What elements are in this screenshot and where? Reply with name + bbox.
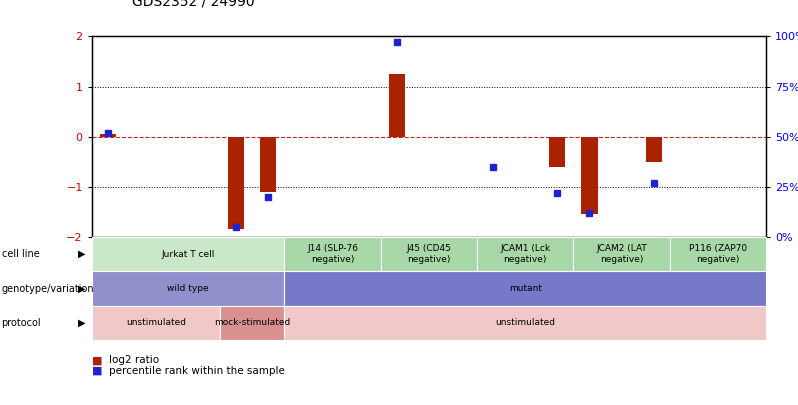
Text: wild type: wild type bbox=[168, 284, 209, 293]
Text: protocol: protocol bbox=[2, 318, 41, 328]
Text: ▶: ▶ bbox=[78, 318, 86, 328]
Text: mutant: mutant bbox=[509, 284, 542, 293]
Bar bbox=[389, 74, 405, 137]
Bar bbox=[646, 137, 662, 162]
Text: log2 ratio: log2 ratio bbox=[109, 356, 160, 365]
Text: JCAM1 (Lck
negative): JCAM1 (Lck negative) bbox=[500, 245, 551, 264]
Text: J14 (SLP-76
negative): J14 (SLP-76 negative) bbox=[307, 245, 358, 264]
Text: ▶: ▶ bbox=[78, 249, 86, 259]
Text: ▶: ▶ bbox=[78, 284, 86, 294]
Text: genotype/variation: genotype/variation bbox=[2, 284, 94, 294]
Text: unstimulated: unstimulated bbox=[126, 318, 186, 328]
Bar bbox=[260, 137, 276, 192]
Text: GDS2352 / 24990: GDS2352 / 24990 bbox=[132, 0, 255, 8]
Text: cell line: cell line bbox=[2, 249, 39, 259]
Bar bbox=[582, 137, 598, 214]
Text: Jurkat T cell: Jurkat T cell bbox=[161, 249, 215, 259]
Bar bbox=[549, 137, 566, 167]
Text: P116 (ZAP70
negative): P116 (ZAP70 negative) bbox=[689, 245, 747, 264]
Text: ■: ■ bbox=[92, 356, 102, 365]
Bar bbox=[100, 134, 116, 137]
Text: percentile rank within the sample: percentile rank within the sample bbox=[109, 366, 285, 375]
Bar bbox=[228, 137, 244, 229]
Text: mock-stimulated: mock-stimulated bbox=[214, 318, 290, 328]
Text: J45 (CD45
negative): J45 (CD45 negative) bbox=[406, 245, 452, 264]
Text: ■: ■ bbox=[92, 366, 102, 375]
Text: unstimulated: unstimulated bbox=[496, 318, 555, 328]
Text: JCAM2 (LAT
negative): JCAM2 (LAT negative) bbox=[596, 245, 647, 264]
